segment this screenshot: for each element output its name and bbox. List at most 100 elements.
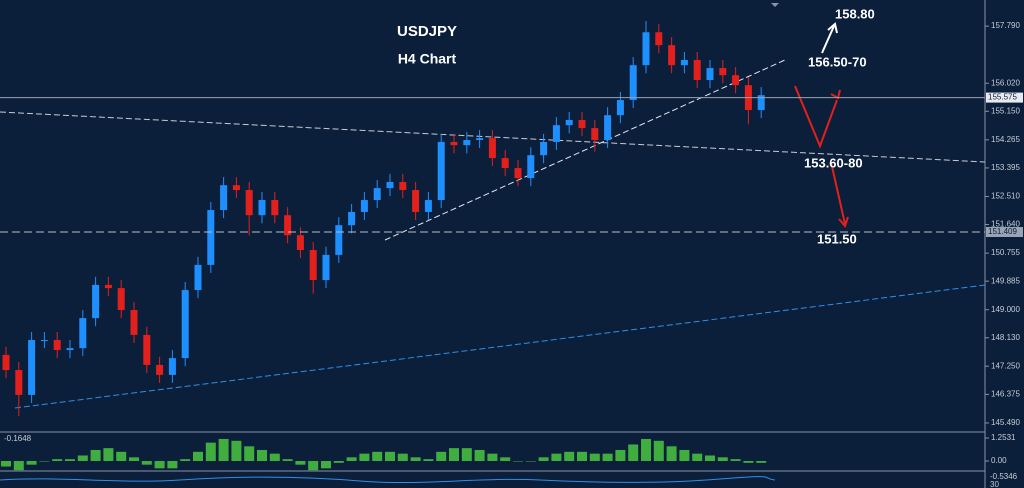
candle-body [552,125,560,142]
candle-body [2,354,10,371]
candle-body [15,370,23,395]
y-tick-label: 149.000 [991,305,1020,314]
histogram-bar [346,457,357,461]
annotation: 158.80 [835,6,875,21]
histogram-bar [461,448,472,461]
candle-body [476,138,484,141]
histogram-bar [474,449,485,461]
histogram-bar [180,459,191,461]
histogram-bar [692,453,703,461]
y-tick-label: 1.2531 [991,433,1016,442]
histogram-bar [500,457,511,461]
y-tick-label: 147.250 [991,361,1020,370]
histogram-bar [129,457,139,461]
candle-body [488,138,496,159]
histogram-bar [615,449,626,461]
histogram-bar [26,461,37,465]
candle-body [53,340,61,351]
candle-body [399,181,407,191]
histogram-bar [666,446,677,461]
candle-body [655,32,663,46]
candle-body [757,95,765,111]
candle-body [437,141,445,201]
candle-body [450,141,458,146]
chart-title: USDJPY [397,23,457,40]
histogram-bar [538,457,549,461]
histogram-bar [641,438,651,461]
candle-body [578,120,586,129]
candle-body [66,348,74,351]
candle-body [335,225,343,255]
price-label: 151.409 [988,227,1017,236]
arrow [830,161,846,225]
price-label-box [986,92,1023,103]
y-tick-label: 157.790 [991,21,1020,30]
candle-body [373,188,381,201]
price-label: 155.575 [988,93,1017,102]
histogram-bar [13,461,24,471]
candle-body [424,200,432,212]
histogram-bar [77,455,88,461]
y-tick-label: 149.885 [991,276,1020,285]
candle-body [693,60,701,81]
candle-body [463,140,471,146]
histogram-bar [589,453,600,461]
candle-body [207,210,215,265]
candle-body [514,168,522,179]
candle-body [591,128,599,141]
histogram-bar [103,448,114,461]
y-tick-label: 0.00 [991,456,1007,465]
y-tick-label: 148.130 [991,333,1020,342]
histogram-bar [39,461,50,462]
candle-body [322,254,330,281]
trend-line [14,284,986,409]
candle-body [220,185,228,211]
trend-line [0,111,986,163]
candle-body [616,100,624,116]
histogram-bar [90,449,101,461]
histogram-bar [321,461,331,469]
histogram-bar [513,461,523,462]
candle-body [143,334,151,365]
histogram-bar [282,459,293,461]
candle-body [706,68,714,81]
histogram-bar [65,459,75,461]
histogram-bar [167,461,178,469]
histogram-bar [602,453,613,461]
y-tick-label: 153.395 [991,163,1020,172]
candle-body [104,284,112,289]
histogram-bar [551,453,562,461]
histogram-bar [487,453,498,461]
candle-body [309,250,317,281]
indicator-label: -0.1648 [4,434,32,443]
histogram-bar [423,459,434,461]
candle-body [92,284,100,319]
histogram-bar [295,461,306,465]
histogram-bar [397,453,408,461]
annotation: 156.50-70 [808,54,867,69]
y-tick-label: 156.020 [991,78,1020,87]
histogram-bar [756,461,767,463]
histogram-bar [577,451,587,461]
y-tick-label: 145.490 [991,418,1020,427]
y-tick-label: 155.150 [991,106,1020,115]
histogram-bar [628,444,639,461]
candle-body [296,235,304,251]
candle-body [668,45,676,66]
candle-body [386,181,394,189]
candle-body [271,200,279,216]
candle-body [258,200,266,216]
histogram-bar [257,449,267,461]
candle-body [245,190,253,216]
histogram-bar [218,438,229,461]
y-tick-label: 150.755 [991,248,1020,257]
histogram-bar [244,446,255,461]
histogram-bar [717,457,728,461]
candle-body [501,158,509,169]
candle-body [680,60,688,66]
candle-body [117,288,125,311]
y-tick-label: 151.640 [991,220,1020,229]
candle-body [232,185,240,191]
chart-subtitle: H4 Chart [398,51,457,67]
y-tick-label: 154.265 [991,135,1020,144]
